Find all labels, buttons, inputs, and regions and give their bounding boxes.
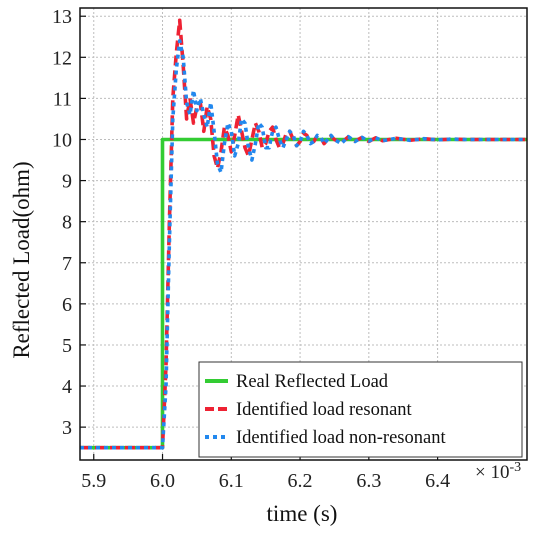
tick-labels: 5.9 6.0 6.1 6.2 6.3 6.4 3 4 5 6 7 8 9 10 11 12 13	[52, 6, 450, 492]
y-tick-label: 4	[62, 376, 72, 398]
legend-label-real: Real Reflected Load	[236, 372, 389, 392]
series-group	[80, 18, 527, 450]
y-axis-label: Reflected Load(ohm)	[9, 161, 34, 358]
y-tick-label: 7	[62, 253, 72, 275]
y-tick-label: 9	[62, 171, 72, 193]
x-axis-multiplier-exp: -3	[509, 460, 521, 475]
legend-box	[198, 361, 523, 458]
x-tick-label: 6.4	[425, 470, 450, 492]
y-tick-label: 3	[62, 417, 72, 439]
x-axis-label: time (s)	[267, 501, 338, 526]
x-tick-label: 6.3	[356, 470, 381, 492]
x-tick-label: 5.9	[81, 470, 106, 492]
x-tick-label: 6.0	[150, 470, 175, 492]
y-tick-label: 10	[52, 129, 72, 151]
legend-label-resonant: Identified load resonant	[236, 400, 413, 420]
y-tick-label: 5	[62, 335, 72, 357]
x-tick-label: 6.1	[219, 470, 244, 492]
legend: Real Reflected Load Identified load reso…	[198, 361, 523, 458]
legend-label-non-resonant: Identified load non-resonant	[236, 428, 446, 448]
y-tick-label: 8	[62, 212, 72, 234]
y-tick-label: 11	[53, 88, 72, 110]
plot-frame	[79, 7, 528, 461]
x-tick-label: 6.2	[288, 470, 313, 492]
series-line-identified-non-resonant	[80, 39, 527, 450]
y-tick-label: 13	[52, 6, 72, 28]
series-line-identified-resonant	[80, 18, 527, 450]
x-axis-multiplier: × 10-3	[475, 460, 521, 483]
x-axis-multiplier-base: × 10	[475, 462, 509, 483]
y-tick-label: 12	[52, 47, 72, 69]
y-tick-label: 6	[62, 294, 72, 316]
